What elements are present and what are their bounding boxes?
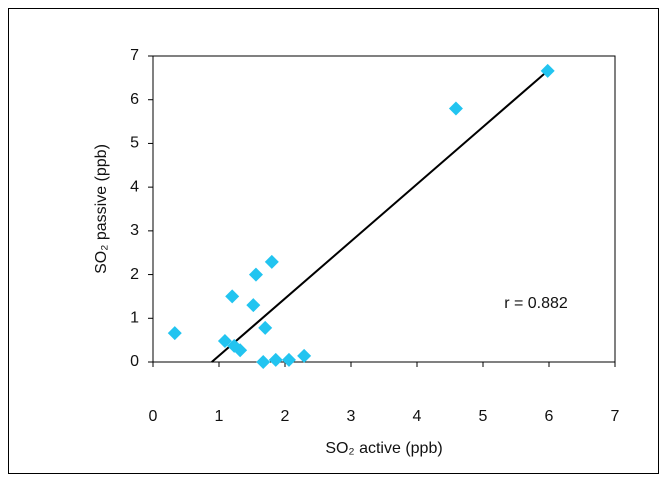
y-tick-label: 7 <box>130 47 139 64</box>
x-tick-label: 4 <box>413 408 422 425</box>
x-axis-label: SO₂ active (ppb) <box>325 440 442 457</box>
annotation: r = 0.882 <box>504 295 568 312</box>
x-tick-label: 6 <box>545 408 554 425</box>
y-tick-label: 0 <box>130 353 139 370</box>
trend-line <box>212 71 548 362</box>
y-tick-label: 6 <box>130 91 139 108</box>
x-tick-label: 3 <box>347 408 356 425</box>
y-tick-label: 2 <box>130 266 139 283</box>
point <box>297 349 311 363</box>
x-tick-label: 7 <box>611 408 620 425</box>
point <box>282 353 296 367</box>
x-tick-label: 2 <box>281 408 290 425</box>
y-tick-label: 1 <box>130 310 139 327</box>
point <box>258 321 272 335</box>
point <box>256 355 270 369</box>
point <box>168 326 182 340</box>
point <box>449 101 463 115</box>
plot-frame <box>153 56 615 362</box>
point <box>249 268 263 282</box>
x-tick-label: 1 <box>215 408 224 425</box>
x-tick-label: 0 <box>149 408 158 425</box>
point <box>246 298 260 312</box>
chart: SO₂ active (ppb) SO₂ passive (ppb) r = 0… <box>0 0 667 482</box>
y-tick-label: 5 <box>130 135 139 152</box>
point <box>265 255 279 269</box>
x-tick-label: 5 <box>479 408 488 425</box>
y-axis-label: SO₂ passive (ppb) <box>93 144 110 274</box>
point <box>269 353 283 367</box>
y-tick-label: 4 <box>130 178 139 195</box>
y-tick-label: 3 <box>130 222 139 239</box>
point <box>225 289 239 303</box>
